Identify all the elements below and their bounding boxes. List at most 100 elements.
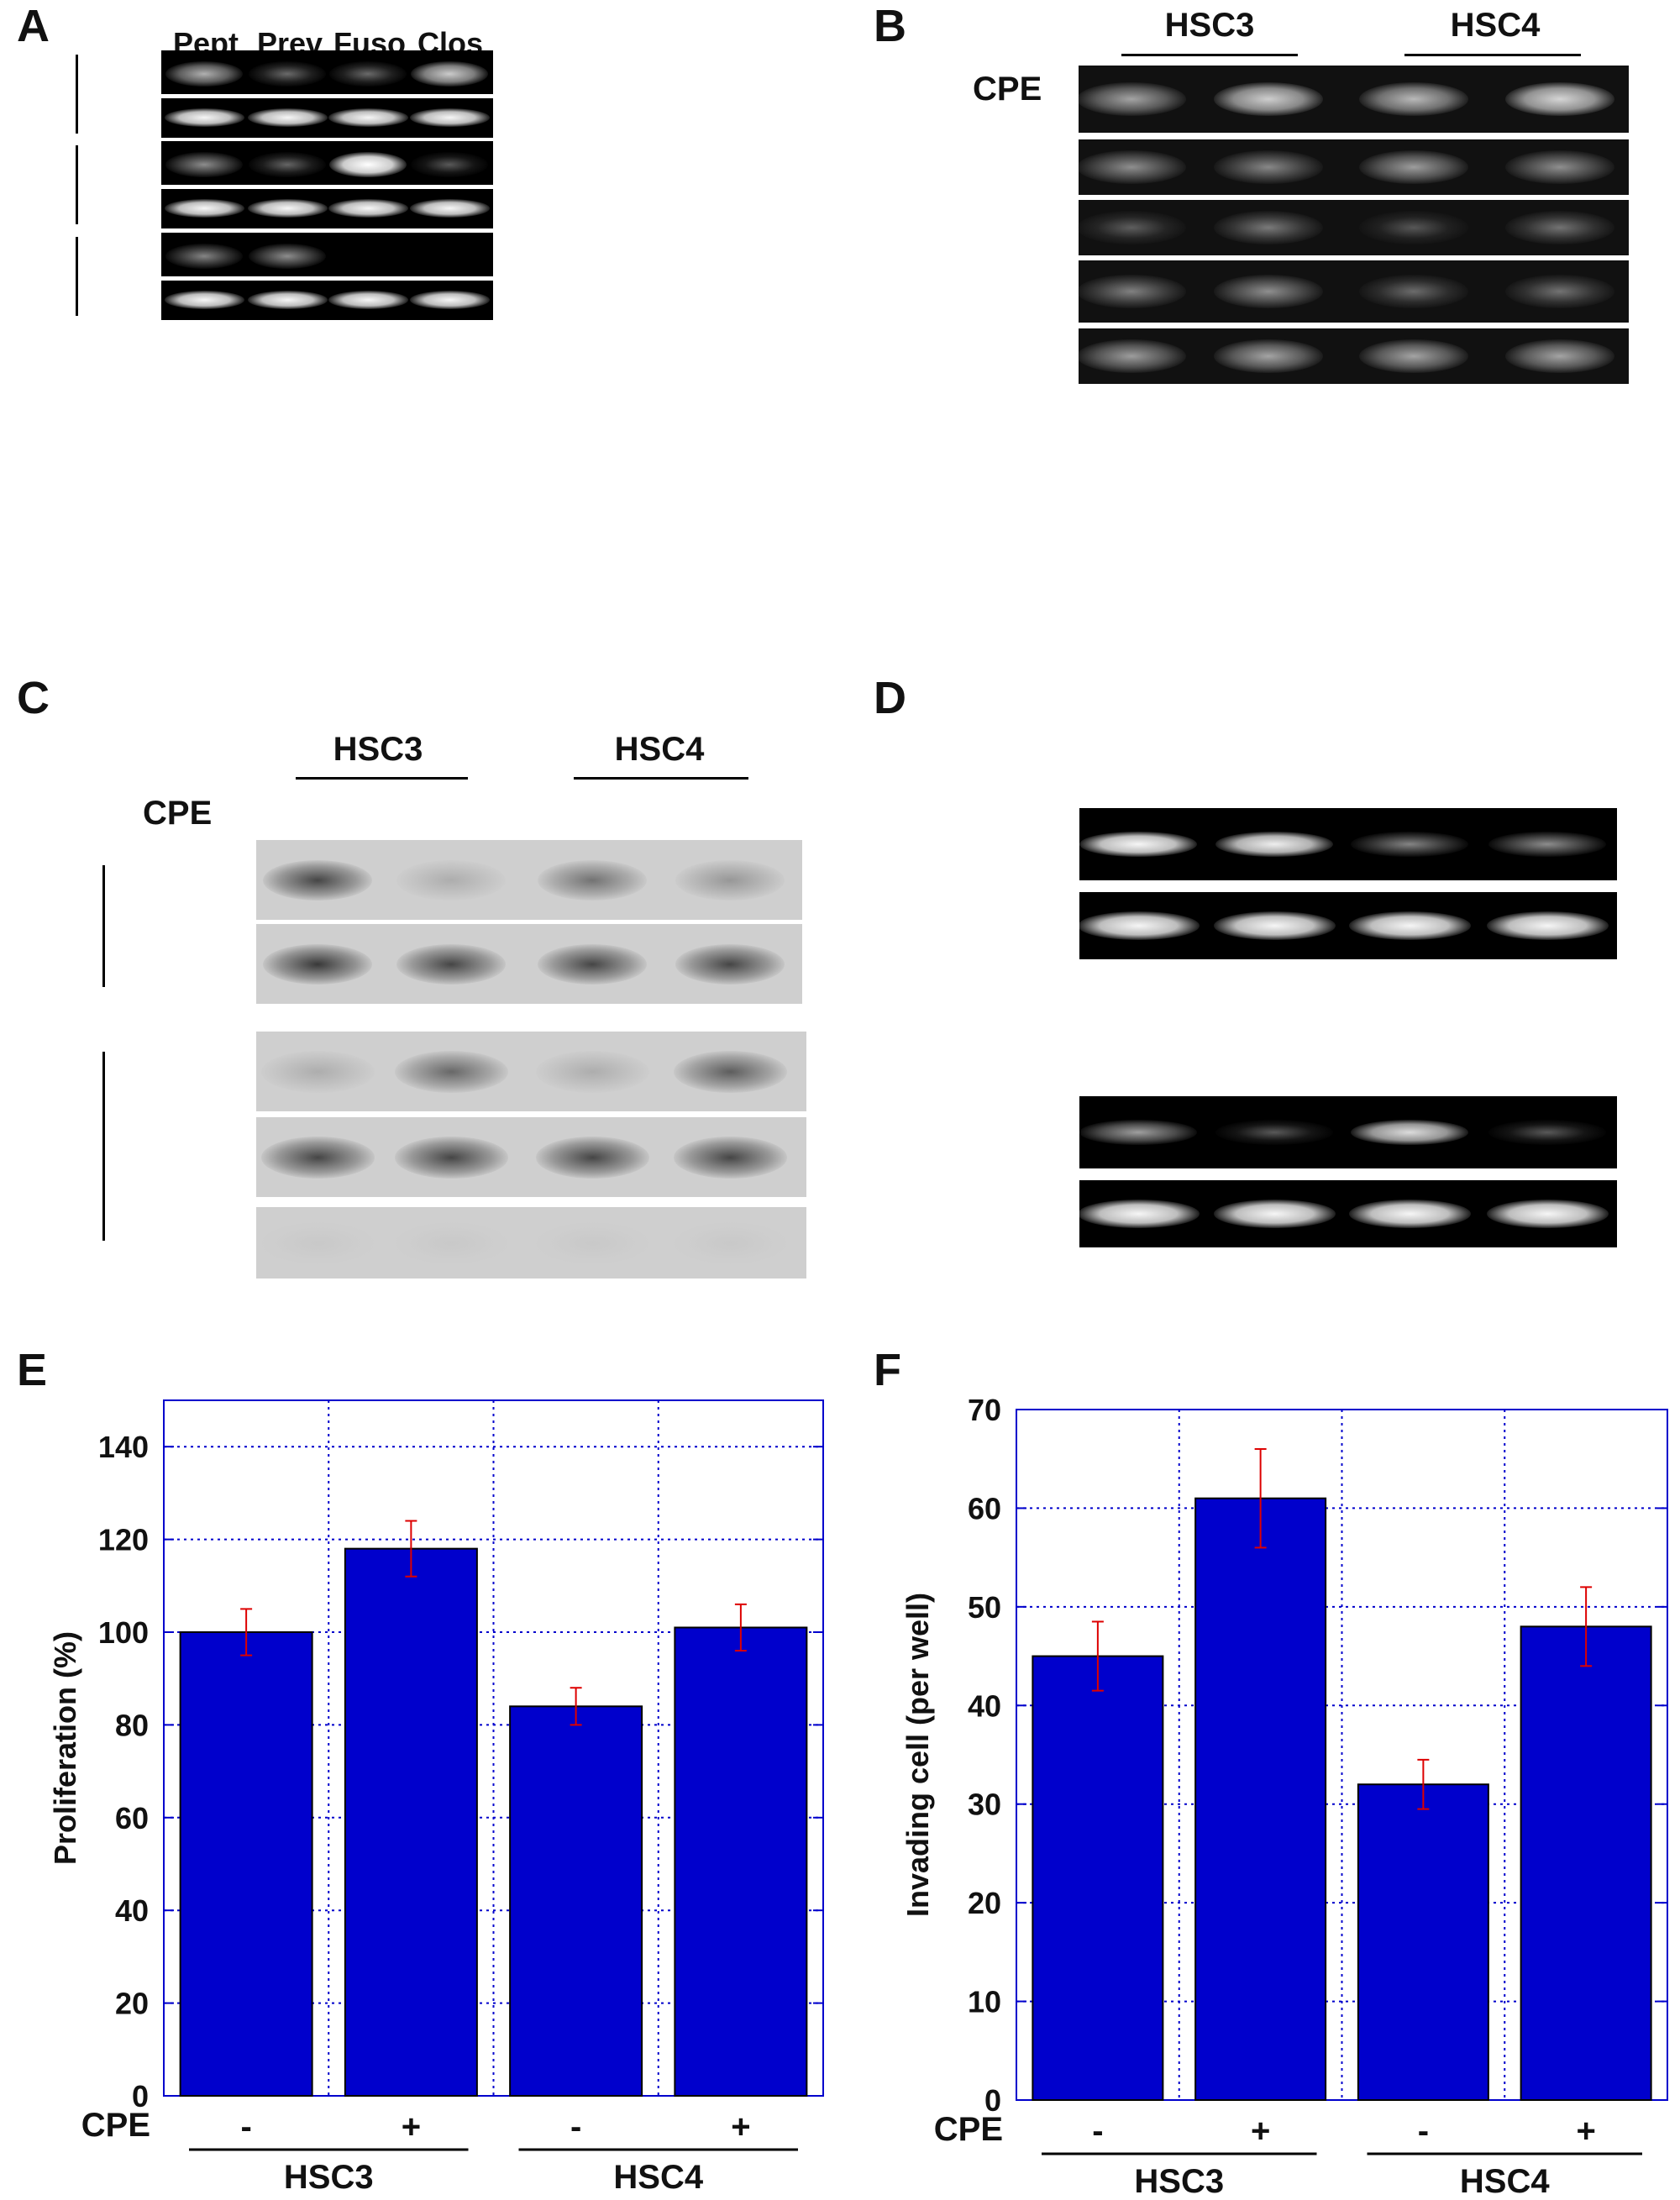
gel-band (1359, 275, 1468, 308)
y-tick-label: 120 (98, 1523, 149, 1557)
gel-band (1348, 1200, 1471, 1228)
nuclear-bracket (102, 1052, 105, 1241)
gel-band (1214, 339, 1323, 373)
whole-bracket (102, 865, 105, 987)
gel-band (328, 199, 408, 218)
gel-band (1359, 339, 1468, 373)
gel-band (394, 1221, 508, 1264)
y-tick-label: 20 (968, 1886, 1001, 1920)
y-tick-label: 0 (984, 2083, 1001, 2118)
gel-band (1351, 832, 1468, 857)
gel-band (1214, 211, 1323, 244)
cpe-sign: - (1418, 2113, 1429, 2150)
gel-band (263, 859, 372, 900)
group-label: HSC4 (614, 731, 705, 768)
y-tick-label: 20 (115, 1987, 149, 2021)
gel-band (394, 1050, 508, 1093)
gel-band (1215, 832, 1333, 857)
cpe-sign: - (570, 2108, 581, 2145)
gel-band (1215, 1120, 1333, 1145)
cpe-sign: - (240, 2108, 251, 2145)
bar (674, 1626, 808, 2098)
gel-band (1214, 150, 1323, 184)
y-tick-label: 40 (115, 1893, 149, 1928)
gel-band (249, 152, 326, 177)
y-tick-label: 40 (968, 1688, 1001, 1723)
gel-band (673, 1221, 787, 1264)
bar (179, 1631, 313, 2097)
gel-band (396, 859, 506, 900)
gel-band (1213, 1200, 1336, 1228)
gel-band (535, 1050, 649, 1093)
gel-band (165, 152, 243, 177)
gel-band (1505, 150, 1614, 184)
gel-band (1488, 1120, 1606, 1145)
gel-band (411, 61, 488, 87)
gel-band (1359, 150, 1468, 184)
panel-e-label: E (17, 1345, 48, 1395)
group-underline (574, 777, 748, 780)
bar (344, 1547, 478, 2097)
case-bracket (76, 55, 78, 134)
y-tick-label: 80 (115, 1708, 149, 1742)
panel-d-label: D (874, 673, 906, 723)
gel-band (1077, 275, 1186, 308)
proliferation-chart: 0 20 40 60 80 100 120 140 - + - + CPE HSC3 HSC4 Prolife… (48, 1399, 824, 2196)
gel-band (673, 1136, 787, 1179)
y-tick-label: 100 (98, 1615, 149, 1650)
cpe-label: CPE (143, 795, 213, 832)
gel-band (1505, 82, 1614, 116)
gel-band (1488, 832, 1606, 857)
cpe-sign: + (1251, 2113, 1270, 2150)
case-bracket (76, 237, 78, 316)
gel-band (1213, 911, 1336, 940)
gel-band (538, 943, 647, 984)
bar (1357, 1783, 1489, 2101)
gel-band (1486, 911, 1609, 940)
group-underline (1121, 54, 1298, 56)
gel-band (329, 152, 407, 177)
gel-band (247, 199, 328, 218)
gel-band (409, 108, 490, 127)
gel-band (1505, 339, 1614, 373)
gel-band (394, 1136, 508, 1179)
gel-band (1077, 339, 1186, 373)
gel-band (1077, 1200, 1200, 1228)
gel-band (247, 108, 328, 127)
gel-band (1077, 911, 1200, 940)
group-label: HSC3 (1134, 2163, 1224, 2200)
gel-band (165, 61, 243, 87)
gel-band (1359, 82, 1468, 116)
group-underline (1404, 54, 1581, 56)
gel-band (1079, 832, 1197, 857)
cpe-label: CPE (81, 2107, 150, 2144)
gel-band (260, 1221, 375, 1264)
gel-band (164, 291, 244, 309)
gel-band (1505, 275, 1614, 308)
y-tick-label: 140 (98, 1430, 149, 1464)
group-label: HSC3 (284, 2159, 374, 2196)
gel-band (675, 943, 785, 984)
gel-band (409, 199, 490, 218)
gel-band (260, 1050, 375, 1093)
gel-band (1079, 1120, 1197, 1145)
panel-f-label: F (874, 1345, 901, 1395)
gel-band (1077, 82, 1186, 116)
panel-c-label: C (17, 673, 50, 723)
y-tick-label: 70 (968, 1393, 1001, 1427)
group-label: HSC4 (1460, 2163, 1550, 2200)
western-blot (256, 1207, 806, 1279)
gel-band (1486, 1200, 1609, 1228)
gel-band (535, 1136, 649, 1179)
invasion-chart: 0 10 20 30 40 50 60 70 - + - + CPE HSC3 HSC4 Invading c… (900, 1393, 1668, 2200)
gel-band (673, 1050, 787, 1093)
group-label: HSC3 (1164, 7, 1255, 44)
gel-band (328, 108, 408, 127)
cpe-label: CPE (973, 71, 1042, 108)
gel-band (1359, 211, 1468, 244)
gel-band (1351, 1120, 1468, 1145)
bar (509, 1705, 643, 2097)
gel-band (1077, 211, 1186, 244)
panel-b-label: B (874, 1, 906, 51)
cpe-sign: - (1092, 2113, 1103, 2150)
